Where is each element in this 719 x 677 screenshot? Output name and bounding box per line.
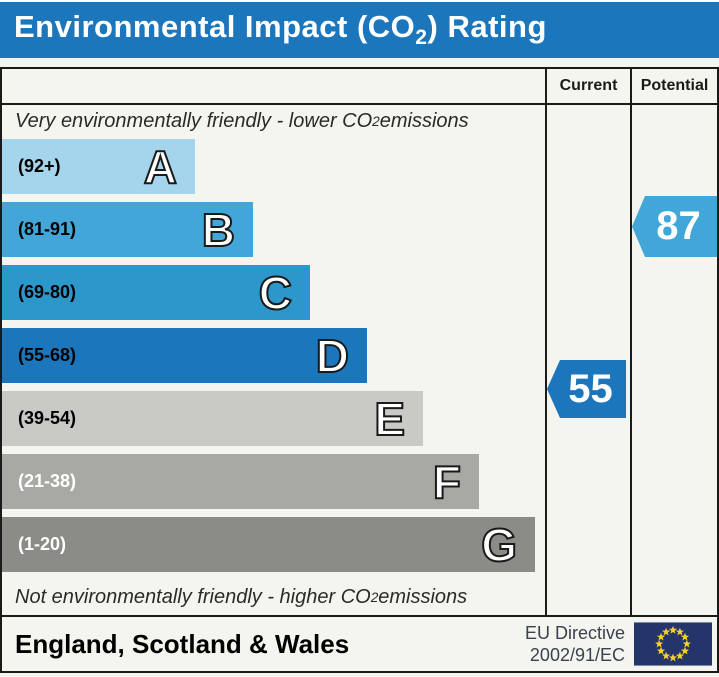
band-g: (1-20) G [2, 517, 535, 572]
band-range-label: (55-68) [18, 345, 77, 365]
band-row-g: (1-20) G [2, 517, 545, 580]
bottom-caption-subscript: 2 [370, 589, 379, 605]
band-row-f: (21-38) F [2, 454, 545, 517]
top-caption-prefix: Very environmentally friendly - lower CO [15, 109, 373, 132]
band-range-label: (39-54) [18, 408, 77, 428]
chart-title-subscript: 2 [415, 26, 428, 50]
top-caption: Very environmentally friendly - lower CO… [2, 103, 545, 139]
current-column-divider [545, 69, 547, 615]
potential-column-divider [630, 69, 632, 615]
chart-title: Environmental Impact (CO2) Rating [14, 9, 547, 50]
band-range-label: (1-20) [18, 534, 67, 554]
header-divider [2, 103, 717, 105]
band-letter: A [143, 140, 178, 193]
band-e: (39-54) E [2, 391, 423, 446]
footer-bar: England, Scotland & Wales EU Directive 2… [0, 615, 719, 673]
band-letter: F [432, 455, 462, 508]
band-row-d: (55-68) D [2, 328, 545, 391]
band-a: (92+) A [2, 139, 195, 194]
potential-value: 87 [656, 204, 701, 248]
current-column-header: Current [559, 77, 618, 94]
bottom-caption-suffix: emissions [378, 585, 468, 608]
rating-table: Current Potential Very environmentally f… [0, 67, 719, 617]
chart-title-prefix: Environmental Impact (CO [14, 9, 416, 45]
band-letter: B [201, 203, 236, 256]
band-row-b: (81-91) B [2, 202, 545, 265]
current-indicator: 55 [547, 360, 626, 418]
band-range-label: (92+) [18, 156, 61, 176]
potential-indicator: 87 [632, 196, 717, 257]
band-c: (69-80) C [2, 265, 310, 320]
band-letter: C [258, 266, 293, 319]
eu-directive-line1: EU Directive [524, 623, 625, 643]
chart-title-bar: Environmental Impact (CO2) Rating [0, 2, 719, 58]
bottom-caption: Not environmentally friendly - higher CO… [2, 579, 545, 615]
chart-title-suffix: ) Rating [427, 9, 547, 45]
top-caption-subscript: 2 [372, 113, 380, 129]
band-row-a: (92+) A [2, 139, 545, 202]
band-row-c: (69-80) C [2, 265, 545, 328]
top-caption-suffix: emissions [379, 109, 469, 132]
eu-directive-line2: 2002/91/EC [529, 645, 625, 665]
band-f: (21-38) F [2, 454, 479, 509]
bottom-caption-prefix: Not environmentally friendly - higher CO [15, 585, 371, 608]
band-letter: G [480, 518, 518, 571]
band-letter: E [373, 392, 406, 445]
potential-column-header: Potential [640, 77, 709, 94]
band-range-label: (69-80) [18, 282, 77, 302]
band-letter: D [315, 329, 350, 382]
current-value: 55 [568, 366, 613, 411]
band-b: (81-91) B [2, 202, 253, 257]
band-row-e: (39-54) E [2, 391, 545, 454]
bands-column: Very environmentally friendly - lower CO… [2, 103, 545, 615]
band-range-label: (21-38) [18, 471, 77, 491]
band-range-label: (81-91) [18, 219, 77, 239]
region-label: England, Scotland & Wales [15, 628, 350, 659]
eu-directive-label: EU Directive 2002/91/EC [525, 622, 634, 666]
eu-flag-icon [634, 622, 717, 666]
band-d: (55-68) D [2, 328, 367, 383]
